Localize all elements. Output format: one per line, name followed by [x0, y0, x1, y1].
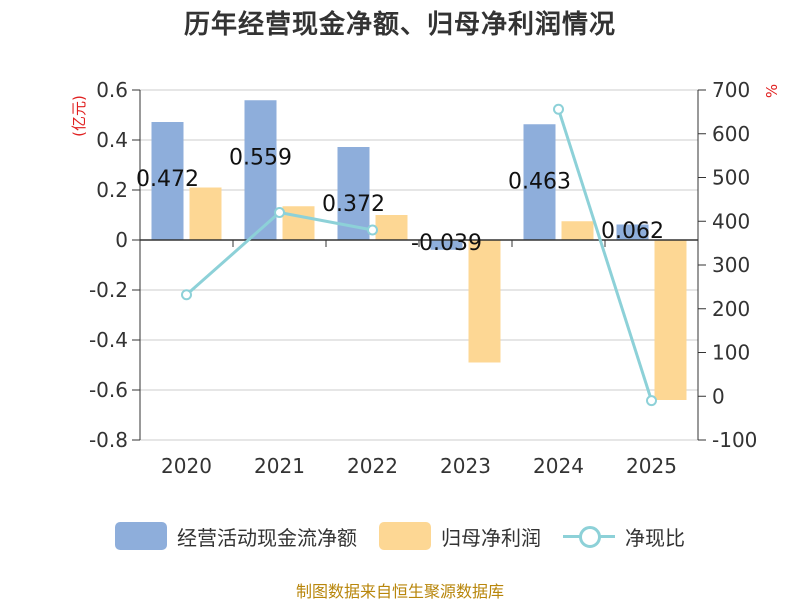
- bar-operating-cash-flow[interactable]: [244, 100, 277, 240]
- legend-label-cash-ratio: 净现比: [625, 525, 685, 550]
- y-left-tick-label: 0.4: [96, 128, 128, 152]
- point-cash-ratio[interactable]: [553, 103, 564, 115]
- source-note: 制图数据来自恒生聚源数据库: [295, 582, 504, 601]
- y-right-tick-label: 600: [712, 122, 750, 146]
- legend-item-cash-ratio[interactable]: 净现比: [563, 522, 685, 551]
- bar-operating-cash-flow[interactable]: [523, 124, 556, 240]
- bar-net-profit[interactable]: [561, 221, 594, 240]
- data-label-operating-cash-flow: 0.463: [508, 169, 571, 194]
- bar-operating-cash-flow[interactable]: [430, 240, 463, 250]
- line-cash-ratio: [557, 108, 653, 402]
- y-left-tick-label: 0.2: [96, 178, 128, 202]
- y-right-tick-label: -100: [712, 428, 757, 452]
- data-label-operating-cash-flow: 0.472: [136, 167, 199, 192]
- legend-item-net-profit[interactable]: 归母净利润: [379, 522, 541, 551]
- bar-operating-cash-flow[interactable]: [151, 122, 184, 240]
- legend: 经营活动现金流净额 归母净利润 净现比: [0, 516, 800, 556]
- data-label-operating-cash-flow: -0.039: [411, 231, 482, 256]
- chart-title: 历年经营现金净额、归母净利润情况: [183, 10, 616, 40]
- bar-net-profit[interactable]: [375, 215, 408, 240]
- data-label-operating-cash-flow: 0.062: [601, 219, 664, 244]
- y-left-axis-label: (亿元): [70, 95, 88, 137]
- x-tick-label: 2022: [347, 454, 398, 478]
- data-label-operating-cash-flow: 0.559: [229, 145, 292, 170]
- y-right-tick-label: 0: [712, 384, 725, 408]
- y-left-tick-label: -0.8: [89, 428, 128, 452]
- x-tick-label: 2020: [161, 454, 212, 478]
- y-right-axis-label: %: [763, 84, 781, 98]
- bar-net-profit[interactable]: [468, 240, 501, 363]
- x-tick-label: 2023: [440, 454, 491, 478]
- y-left-tick-label: -0.4: [89, 328, 128, 352]
- bar-operating-cash-flow[interactable]: [616, 224, 649, 241]
- legend-label-operating-cash-flow: 经营活动现金流净额: [177, 525, 357, 550]
- y-left-tick-label: 0.6: [96, 78, 128, 102]
- point-cash-ratio[interactable]: [274, 207, 285, 218]
- legend-swatch-net-profit: [379, 522, 431, 550]
- legend-swatch-operating-cash-flow: [115, 522, 167, 550]
- y-left-tick-label: 0: [115, 228, 128, 252]
- data-label-operating-cash-flow: 0.372: [322, 192, 385, 217]
- bar-net-profit[interactable]: [654, 240, 687, 400]
- legend-item-operating-cash-flow[interactable]: 经营活动现金流净额: [115, 522, 357, 551]
- point-cash-ratio[interactable]: [646, 395, 657, 407]
- y-right-tick-label: 300: [712, 253, 750, 277]
- x-tick-label: 2025: [626, 454, 677, 478]
- y-right-tick-label: 200: [712, 297, 750, 321]
- y-left-tick-label: -0.2: [89, 278, 128, 302]
- point-cash-ratio[interactable]: [367, 224, 378, 236]
- y-right-tick-label: 500: [712, 166, 750, 190]
- legend-swatch-cash-ratio: [563, 522, 615, 550]
- y-right-tick-label: 700: [712, 78, 750, 102]
- y-left-tick-label: -0.6: [89, 378, 128, 402]
- bar-net-profit[interactable]: [189, 187, 222, 241]
- point-cash-ratio[interactable]: [181, 289, 192, 301]
- x-tick-label: 2021: [254, 454, 305, 478]
- y-right-tick-label: 400: [712, 209, 750, 233]
- x-tick-label: 2024: [533, 454, 584, 478]
- bar-net-profit[interactable]: [282, 206, 315, 240]
- legend-label-net-profit: 归母净利润: [441, 525, 541, 550]
- y-right-tick-label: 100: [712, 341, 750, 365]
